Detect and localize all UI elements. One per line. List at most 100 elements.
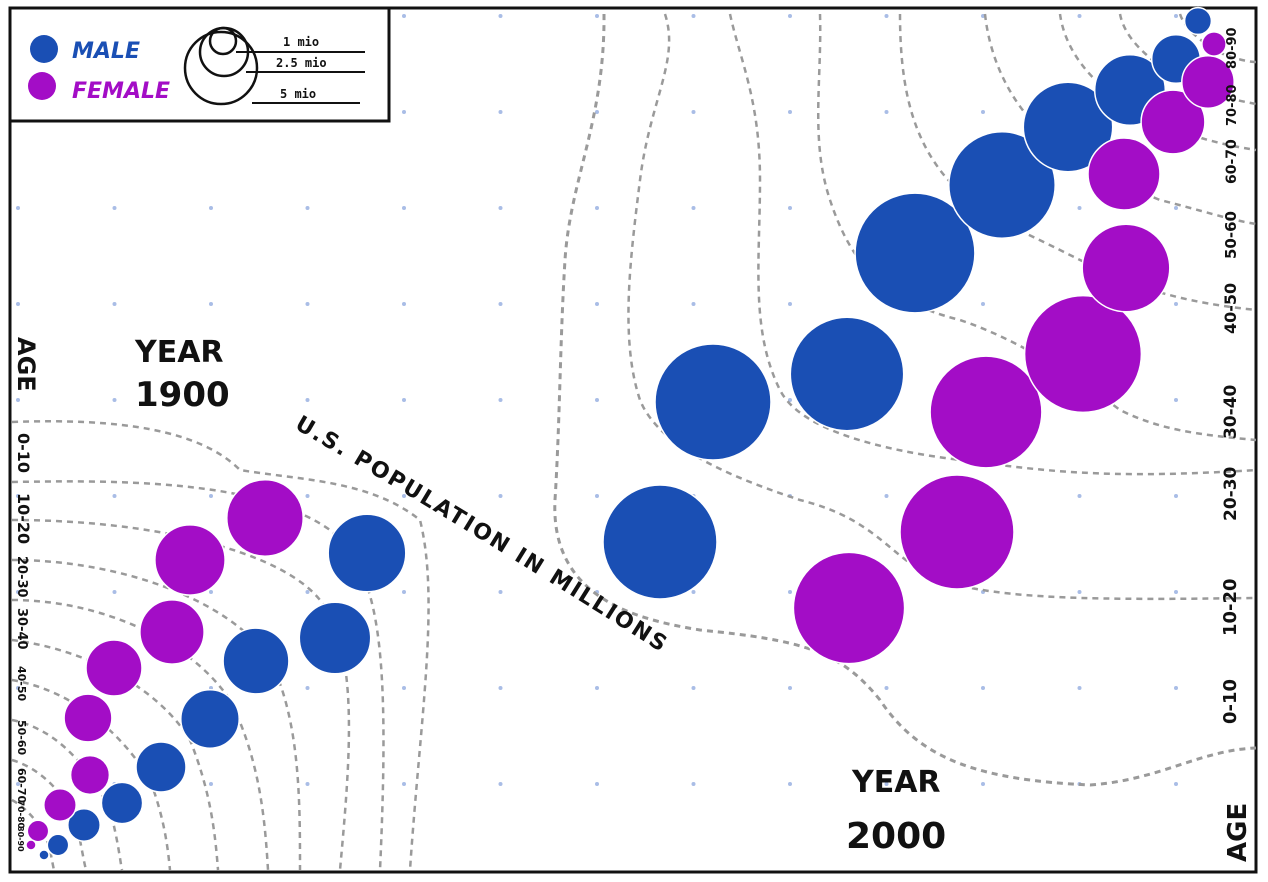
age-tick-2000-50-60: 50-60 — [1222, 211, 1240, 259]
grid-dot — [16, 686, 20, 690]
age-tick-2000-30-40: 30-40 — [1221, 384, 1241, 439]
grid-dot — [595, 782, 599, 786]
year-2000-heading: YEAR — [851, 765, 941, 800]
grid-dot — [1077, 590, 1082, 594]
grid-dot — [402, 494, 406, 498]
grid-dot — [884, 686, 889, 690]
bubble-2000-male-0-10 — [602, 484, 718, 600]
grid-dot — [498, 590, 503, 594]
bubble-1900-male-20-30 — [222, 627, 290, 695]
grid-dot — [595, 14, 599, 18]
grid-dot — [1077, 494, 1082, 498]
legend-size-5-label: 5 mio — [280, 87, 316, 101]
grid-dot — [595, 206, 599, 210]
grid-dot — [1174, 302, 1178, 306]
contour-line — [11, 638, 220, 871]
grid-dot — [981, 110, 985, 114]
age-tick-1900-40-50: 40-50 — [15, 666, 28, 702]
legend-female-label: FEMALE — [72, 79, 170, 104]
legend-size-1-label: 1 mio — [283, 35, 319, 49]
grid-dot — [16, 782, 20, 786]
age-axis-label-1900: AGE — [12, 337, 40, 392]
grid-dot — [305, 782, 310, 786]
bubble-1900-female-60-70 — [43, 788, 77, 822]
legend-male-swatch — [30, 35, 58, 63]
bubble-1900-female-80-90 — [25, 839, 37, 851]
contour-line — [11, 480, 385, 871]
grid-dot — [402, 782, 406, 786]
age-tick-2000-0-10: 0-10 — [1220, 679, 1241, 724]
legend-size-1-circle — [208, 26, 238, 56]
grid-dot — [1077, 14, 1082, 18]
grid-dot — [16, 398, 20, 402]
bubble-1900-male-10-20 — [298, 601, 372, 675]
bubble-1900-male-60-70 — [67, 808, 101, 842]
bubble-2000-female-30-40 — [1023, 294, 1143, 414]
grid-dot — [498, 398, 503, 402]
grid-dot — [402, 590, 406, 594]
contour-line — [11, 798, 56, 871]
grid-dot — [884, 14, 889, 18]
age-tick-1900-70-80: 70-80 — [15, 800, 25, 829]
bubble-2000-male-30-40 — [854, 192, 976, 314]
age-tick-2000-10-20: 10-20 — [1220, 578, 1241, 636]
bubble-1900-female-70-80 — [26, 819, 50, 843]
age-tick-2000-70-80: 70-80 — [1225, 84, 1240, 126]
grid-dot — [1174, 14, 1178, 18]
grid-dot — [305, 302, 310, 306]
grid-dot — [884, 782, 889, 786]
grid-dot — [1174, 398, 1178, 402]
grid-dot — [1174, 494, 1178, 498]
grid-dot — [112, 302, 117, 306]
bubble-1900-male-80-90 — [38, 849, 50, 861]
grid-dot — [1174, 590, 1178, 594]
grid-dot — [498, 782, 503, 786]
bubble-2000-male-10-20 — [654, 343, 772, 461]
grid-dot — [788, 206, 792, 210]
age-tick-1900-30-40: 30-40 — [14, 608, 29, 650]
bubble-1900-male-40-50 — [135, 741, 187, 793]
bubble-1900-female-50-60 — [69, 754, 111, 796]
grid-dot — [402, 398, 406, 402]
grid-dot — [16, 302, 20, 306]
grid-dot — [595, 302, 599, 306]
grid-dot — [112, 398, 117, 402]
grid-dot — [402, 302, 406, 306]
bubble-2000-male-50-60 — [1022, 81, 1114, 173]
grid-dot — [691, 110, 696, 114]
grid-dot — [498, 686, 503, 690]
grid-dot — [305, 590, 310, 594]
grid-dot — [1077, 206, 1082, 210]
grid-dot — [305, 206, 310, 210]
grid-dot — [691, 686, 696, 690]
bubble-2000-male-40-50 — [948, 131, 1056, 239]
grid-dot — [788, 782, 792, 786]
grid-dot — [402, 110, 406, 114]
legend-female-swatch — [28, 72, 56, 100]
bubble-1900-male-50-60 — [100, 781, 144, 825]
grid-dot — [595, 110, 599, 114]
grid-dot — [305, 398, 310, 402]
contour-line — [11, 420, 430, 871]
bubble-1900-male-70-80 — [46, 833, 70, 857]
grid-dot — [402, 686, 406, 690]
grid-dot — [16, 494, 20, 498]
bubble-2000-female-50-60 — [1087, 137, 1161, 211]
year-1900-heading: YEAR — [134, 335, 224, 370]
age-tick-2000-40-50: 40-50 — [1221, 283, 1240, 334]
grid-dot — [305, 686, 310, 690]
bubble-2000-female-40-50 — [1081, 223, 1171, 313]
grid-dot — [305, 494, 310, 498]
bubble-2000-female-70-80 — [1181, 55, 1235, 109]
age-tick-2000-20-30: 20-30 — [1221, 466, 1241, 521]
bubble-1900-female-0-10 — [226, 479, 304, 557]
bubble-1900-male-30-40 — [180, 689, 240, 749]
grid-dot — [788, 302, 792, 306]
grid-dot — [209, 782, 213, 786]
grid-dot — [209, 302, 213, 306]
grid-dot — [1174, 206, 1178, 210]
grid-dot — [595, 686, 599, 690]
grid-dot — [788, 110, 792, 114]
grid-dot — [981, 302, 985, 306]
grid-dot — [595, 398, 599, 402]
